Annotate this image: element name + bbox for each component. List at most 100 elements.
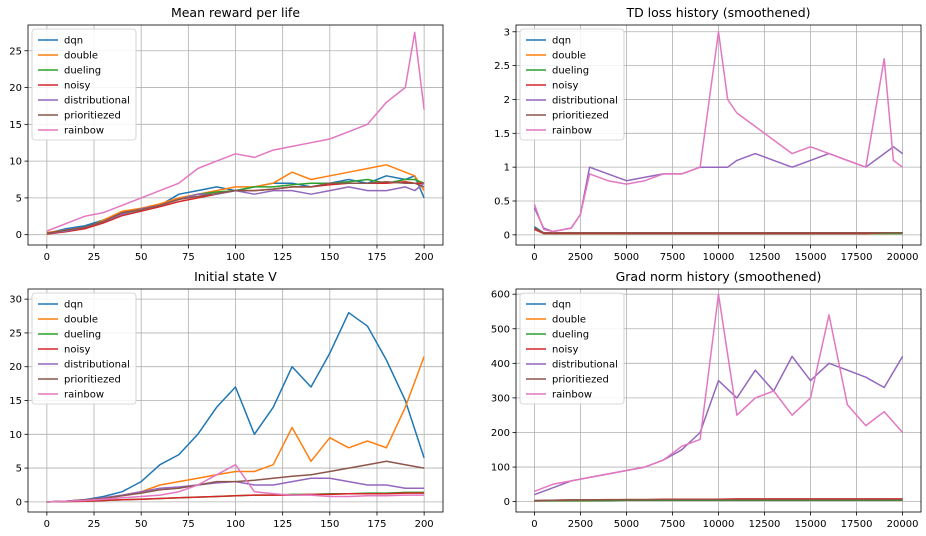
y-tick-label: 30 (9, 295, 22, 306)
legend: dqn double dueling noisy distributional prior… (519, 292, 625, 405)
legend-label-noisy: noisy (552, 345, 578, 356)
x-tick-label: 12500 (749, 252, 781, 263)
x-tick-label: 100 (226, 519, 245, 530)
legend: dqn double dueling noisy distributional prior… (519, 28, 625, 141)
legend-label-noisy: noisy (64, 81, 90, 92)
x-tick-label: 12500 (749, 519, 781, 530)
chart-title: Grad norm history (smoothened) (616, 269, 822, 284)
x-tick-label: 7500 (660, 252, 685, 263)
x-ticks: 0 25 50 75 100 125 150 175 200 (44, 512, 434, 530)
y-ticks: 0 0.5 1 1.5 2 2.5 3 (494, 27, 516, 241)
x-ticks: 0 2500 5000 7500 10000 12500 15000 17500 20000 (531, 512, 918, 530)
legend-label-dueling: dueling (552, 66, 589, 77)
legend-label-prioritiezed: prioritiezed (552, 111, 609, 122)
legend-box (519, 292, 625, 405)
series-line-prioritiezed (46, 180, 425, 234)
series-lines (534, 293, 904, 502)
legend-box (31, 292, 137, 405)
legend-label-noisy: noisy (64, 345, 90, 356)
series-line-prioritiezed (534, 227, 903, 234)
y-tick-label: 2 (504, 95, 510, 106)
legend-label-distributional: distributional (552, 96, 618, 107)
legend-label-dueling: dueling (552, 330, 589, 341)
x-tick-label: 0 (531, 252, 537, 263)
x-tick-label: 17500 (841, 519, 873, 530)
series-line-noisy (46, 492, 425, 503)
x-tick-label: 75 (182, 252, 195, 263)
series-line-dqn (46, 311, 425, 503)
series-line-double (46, 164, 425, 234)
series-line-rainbow (46, 463, 425, 503)
series-line-prioritiezed (534, 498, 903, 502)
x-tick-label: 175 (367, 519, 386, 530)
x-tick-label: 15000 (795, 252, 827, 263)
y-tick-label: 0.5 (494, 197, 510, 208)
x-tick-label: 25 (88, 252, 101, 263)
legend-label-double: double (552, 51, 586, 62)
legend-label-dueling: dueling (64, 66, 101, 77)
x-tick-label: 125 (273, 519, 292, 530)
series-line-rainbow (533, 31, 904, 233)
series-line-rainbow (534, 293, 904, 493)
x-tick-label: 25 (88, 519, 101, 530)
axes-frame (515, 288, 922, 513)
x-tick-label: 7500 (660, 519, 685, 530)
x-tick-label: 0 (44, 252, 50, 263)
legend-label-dqn: dqn (64, 36, 83, 47)
x-tick-label: 150 (320, 252, 339, 263)
legend-label-dueling: dueling (64, 330, 101, 341)
y-tick-label: 1.5 (494, 129, 510, 140)
y-tick-label: 5 (16, 464, 22, 475)
x-tick-label: 0 (44, 519, 50, 530)
x-tick-label: 100 (226, 252, 245, 263)
legend-label-distributional: distributional (552, 360, 618, 371)
legend-box (31, 28, 137, 141)
x-tick-label: 15000 (795, 519, 827, 530)
legend-label-rainbow: rainbow (64, 126, 104, 137)
x-tick-label: 2500 (568, 519, 593, 530)
y-tick-label: 0 (504, 230, 510, 241)
axes-frame (27, 288, 444, 513)
legend-label-prioritiezed: prioritiezed (552, 375, 609, 386)
y-tick-label: 15 (9, 120, 22, 131)
x-tick-label: 175 (367, 252, 386, 263)
x-tick-label: 50 (135, 252, 148, 263)
series-lines (46, 311, 425, 503)
x-tick-label: 200 (415, 519, 434, 530)
legend-label-noisy: noisy (552, 81, 578, 92)
legend-label-dqn: dqn (552, 36, 571, 47)
y-tick-label: 0 (504, 497, 510, 508)
y-tick-label: 25 (9, 328, 22, 339)
chart-title: Initial state V (194, 269, 277, 284)
y-ticks: 0 5 10 15 20 25 (9, 46, 28, 241)
y-ticks: 0 100 200 300 400 500 600 (491, 290, 516, 508)
y-tick-label: 10 (9, 430, 22, 441)
y-tick-label: 25 (9, 46, 22, 57)
chart-title: TD loss history (smoothened) (625, 5, 810, 20)
x-tick-label: 200 (415, 252, 434, 263)
x-tick-label: 5000 (614, 252, 639, 263)
legend: dqn double dueling noisy distributional prior… (31, 28, 137, 141)
y-tick-label: 200 (491, 428, 510, 439)
series-lines (533, 31, 904, 235)
panel-mean-reward: Mean reward per life 0 25 50 75 100 125 150 175… (9, 5, 444, 263)
x-tick-label: 20000 (887, 519, 919, 530)
panel-td-loss: TD loss history (smoothened) 0 2500 5000 75… (494, 5, 922, 263)
legend-label-prioritiezed: prioritiezed (64, 111, 121, 122)
x-tick-label: 2500 (568, 252, 593, 263)
x-tick-label: 10000 (703, 519, 735, 530)
x-tick-label: 125 (273, 252, 292, 263)
y-tick-label: 300 (491, 393, 510, 404)
y-tick-label: 100 (491, 463, 510, 474)
series-line-rainbow (46, 31, 425, 232)
y-tick-label: 20 (9, 83, 22, 94)
x-tick-label: 5000 (614, 519, 639, 530)
legend-label-rainbow: rainbow (552, 390, 592, 401)
y-tick-label: 20 (9, 362, 22, 373)
x-tick-label: 75 (182, 519, 195, 530)
series-line-prioritiezed (46, 460, 425, 503)
axes-frame (27, 24, 444, 246)
y-tick-label: 15 (9, 396, 22, 407)
